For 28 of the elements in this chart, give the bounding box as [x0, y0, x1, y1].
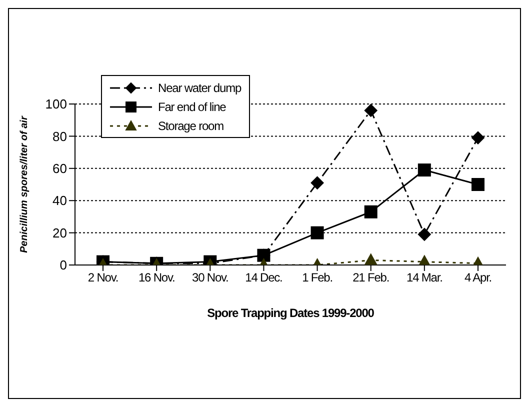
point [310, 176, 324, 190]
x-tick-label: 30 Nov. [192, 270, 229, 285]
y-axis-title: Penicillium spores/liter of air [19, 115, 30, 253]
y-tick-label: 60 [52, 161, 67, 176]
x-tick-label: 1 Feb. [302, 270, 333, 285]
y-tick-label: 40 [52, 193, 67, 208]
point [472, 178, 484, 191]
point [310, 226, 324, 240]
point [418, 228, 431, 241]
legend-label: Storage room [158, 118, 224, 132]
x-tick-label: 14 Mar. [406, 270, 443, 285]
x-tick-label: 21 Feb. [352, 270, 390, 285]
point [364, 205, 378, 218]
x-tick-label: 16 Nov. [138, 270, 175, 285]
point [364, 104, 378, 117]
x-tick-label: 2 Nov. [88, 270, 118, 285]
y-tick-label: 100 [45, 96, 67, 112]
x-tick-label: 14 Dec. [245, 270, 283, 285]
y-tick-label: 0 [60, 258, 67, 273]
y-tick-label: 80 [52, 128, 67, 144]
point [364, 254, 378, 265]
x-axis-title: Spore Trapping Dates 1999-2000 [207, 306, 375, 320]
y-tick-label: 20 [52, 225, 67, 240]
point [472, 131, 484, 144]
legend-label: Near water dump [158, 80, 242, 94]
legend-label: Far end of line [158, 100, 226, 114]
x-tick-label: 4 Apr. [464, 270, 492, 285]
point [418, 164, 431, 177]
